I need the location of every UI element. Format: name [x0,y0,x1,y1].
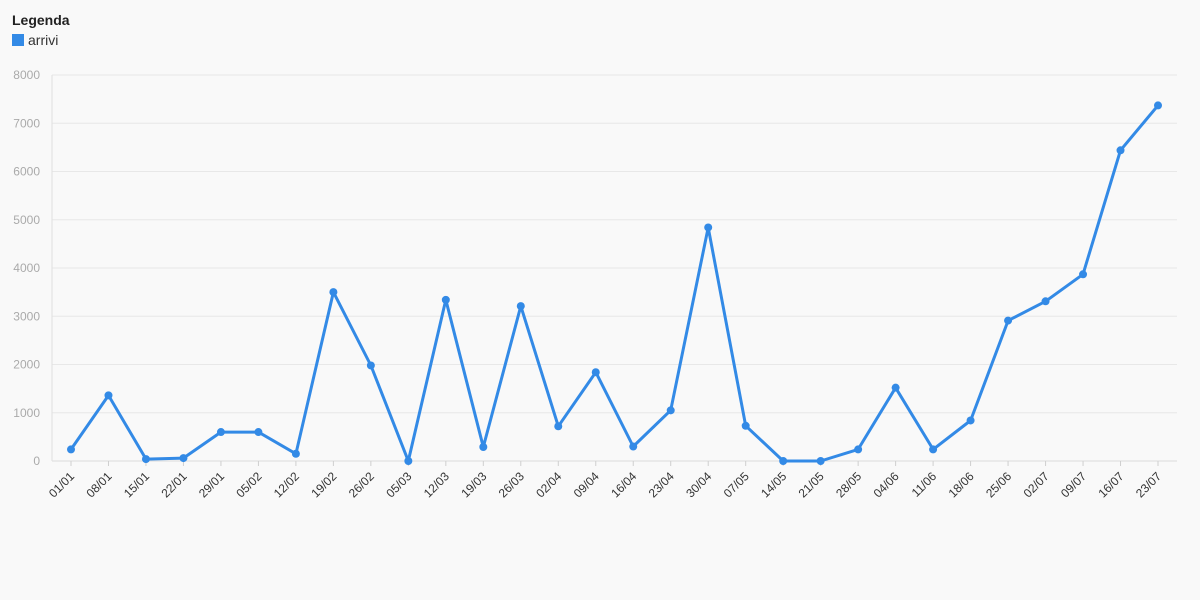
y-tick-label: 6000 [13,165,40,179]
data-point [404,457,413,465]
data-point [479,443,488,452]
x-tick-label: 12/03 [421,469,452,500]
gridlines [52,74,1177,462]
x-tick-label: 09/07 [1058,469,1089,500]
x-tick-label: 23/04 [646,469,677,500]
x-tick-label: 29/01 [196,469,227,500]
x-tick-label: 22/01 [158,469,189,500]
x-tick-label: 11/06 [909,469,940,500]
data-point [779,457,788,465]
data-point [629,442,638,451]
data-point [1004,316,1013,325]
y-axis: 0 1000 2000 3000 4000 5000 6000 7000 8000 [13,68,53,468]
data-point [1079,270,1088,279]
x-tick-label: 16/04 [608,469,639,500]
y-tick-label: 7000 [13,116,40,130]
data-point [67,445,75,454]
data-point [591,368,600,377]
x-tick-label: 04/06 [871,469,902,500]
x-tick-label: 05/03 [383,469,414,500]
y-tick-label: 4000 [13,261,40,275]
data-point [1116,146,1125,155]
legend: Legenda arrivi [12,12,70,48]
y-tick-label: 8000 [13,68,40,82]
legend-swatch [12,34,24,46]
x-tick-label: 16/07 [1096,469,1127,500]
x-tick-label: 25/06 [983,469,1014,500]
x-tick-label: 09/04 [571,469,602,500]
data-point [179,454,188,463]
x-tick-label: 28/05 [833,469,864,500]
x-tick-label: 07/05 [721,469,752,500]
data-point [891,383,900,392]
data-point [366,361,375,370]
legend-label: arrivi [28,32,59,48]
x-tick-label: 12/02 [271,469,302,500]
x-tick-label: 21/05 [796,469,827,500]
data-point [216,428,225,437]
y-tick-label: 2000 [13,358,40,372]
series-arrivi [67,101,1162,465]
x-tick-label: 02/07 [1021,469,1052,500]
data-point [704,223,713,232]
data-point [929,445,938,454]
data-point [141,455,150,464]
x-tick-label: 26/03 [496,469,527,500]
data-point [854,445,863,454]
data-point [329,288,338,297]
x-tick-label: 02/04 [533,469,564,500]
legend-entry[interactable]: arrivi [12,32,70,48]
x-tick-label: 14/05 [758,469,789,500]
data-point [516,302,525,311]
x-tick-label: 05/02 [233,469,264,500]
x-tick-label: 01/01 [46,469,77,500]
data-point [816,457,825,465]
x-axis: 01/01 08/01 15/01 22/01 29/01 05/02 12/02 19/02… [46,461,1164,500]
x-tick-label: 15/01 [121,469,152,500]
data-point [291,449,300,458]
data-point [554,422,563,431]
y-tick-label: 1000 [13,406,40,420]
data-point [1041,297,1050,306]
data-point [966,416,975,425]
series-line [69,103,1160,463]
data-point [104,391,113,400]
x-tick-label: 08/01 [83,469,114,500]
data-point [741,421,750,430]
data-point [254,428,263,437]
x-tick-label: 19/03 [458,469,489,500]
data-point [441,295,450,304]
x-tick-label: 30/04 [683,469,714,500]
data-point [1154,101,1162,110]
x-tick-label: 26/02 [346,469,377,500]
y-tick-label: 3000 [13,309,40,323]
x-tick-label: 19/02 [308,469,339,500]
x-tick-label: 23/07 [1133,469,1164,500]
data-point [666,406,675,415]
legend-title: Legenda [12,12,70,28]
y-tick-label: 5000 [13,213,40,227]
x-tick-label: 18/06 [946,469,977,500]
y-tick-label: 0 [33,454,40,468]
